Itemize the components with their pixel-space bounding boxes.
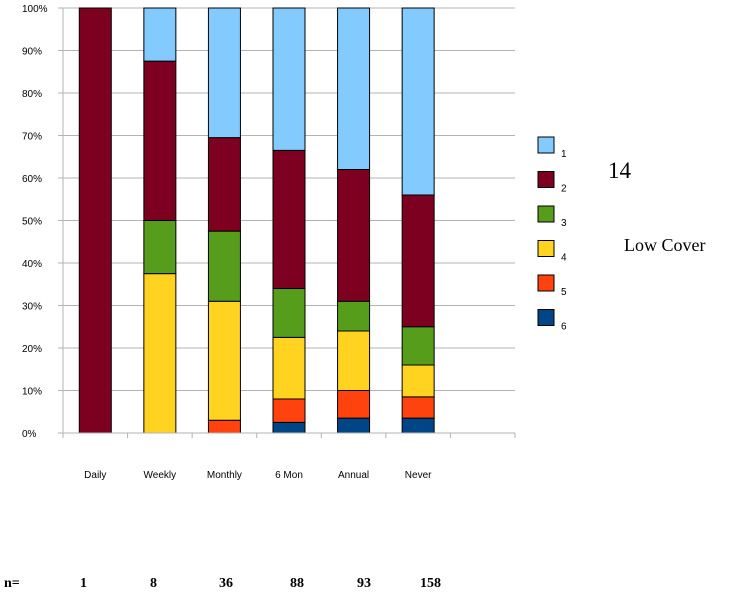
bar-segment bbox=[272, 398, 306, 423]
bar-segment bbox=[401, 417, 435, 434]
bar-segment bbox=[272, 336, 306, 400]
y-tick-label: 60% bbox=[22, 174, 42, 185]
side-label: Low Cover bbox=[624, 235, 706, 255]
x-tick-label: Weekly bbox=[144, 470, 177, 481]
x-tick-label: 6 Mon bbox=[275, 470, 303, 481]
y-tick-label: 100% bbox=[22, 4, 48, 15]
bar-segment bbox=[401, 364, 435, 398]
legend-swatch bbox=[537, 171, 555, 188]
bar-segment bbox=[401, 194, 435, 328]
y-tick-label: 30% bbox=[22, 302, 42, 313]
legend-swatch bbox=[537, 274, 555, 292]
bar-segment bbox=[337, 390, 371, 419]
x-tick-label: Monthly bbox=[207, 470, 242, 481]
bar-segment bbox=[272, 288, 306, 338]
bar-segment bbox=[78, 7, 112, 434]
n-value: 36 bbox=[219, 576, 233, 591]
y-tick-label: 10% bbox=[22, 387, 42, 398]
n-value: 1 bbox=[80, 576, 87, 591]
x-tick-label: Never bbox=[405, 470, 432, 481]
bar-segment bbox=[401, 7, 435, 196]
bar-segment bbox=[401, 326, 435, 366]
bar-segment bbox=[337, 300, 371, 332]
x-tick-label: Daily bbox=[84, 470, 106, 481]
legend-label: 5 bbox=[561, 287, 567, 298]
bar-segment bbox=[272, 421, 306, 434]
y-tick-label: 80% bbox=[22, 89, 42, 100]
y-tick-label: 90% bbox=[22, 47, 42, 58]
legend-swatch bbox=[537, 309, 555, 326]
bar-segment bbox=[207, 419, 241, 434]
bar-segment bbox=[337, 169, 371, 302]
y-tick-label: 40% bbox=[22, 259, 42, 270]
legend-swatch bbox=[537, 136, 555, 154]
n-value: 8 bbox=[150, 576, 157, 591]
bar-segment bbox=[143, 273, 177, 434]
n-label: n= bbox=[4, 576, 20, 591]
bar-segment bbox=[337, 7, 371, 170]
side-number: 14 bbox=[608, 158, 631, 183]
y-tick-label: 50% bbox=[22, 217, 42, 228]
n-value: 88 bbox=[290, 576, 304, 591]
bar-segment bbox=[207, 300, 241, 421]
n-value: 93 bbox=[357, 576, 371, 591]
y-tick-label: 70% bbox=[22, 132, 42, 143]
bar-segment bbox=[207, 230, 241, 302]
y-tick-label: 20% bbox=[22, 344, 42, 355]
legend-label: 4 bbox=[561, 253, 567, 264]
bar-segment bbox=[272, 7, 306, 151]
bar-segment bbox=[337, 330, 371, 391]
y-axis-ticks: 0% 10% 20% 30% 40% 50% 60% 70% 80% 90% 100% bbox=[22, 4, 48, 440]
n-row: n= 1 8 36 88 93 158 bbox=[0, 576, 748, 596]
bar-segment bbox=[143, 220, 177, 275]
legend-label: 2 bbox=[561, 184, 567, 195]
x-tick-label: Annual bbox=[338, 470, 369, 481]
legend-swatch bbox=[537, 205, 555, 223]
legend: 1 2 3 4 5 6 bbox=[537, 136, 567, 333]
legend-label: 1 bbox=[561, 149, 567, 160]
n-value: 158 bbox=[420, 576, 441, 591]
legend-label: 6 bbox=[561, 322, 567, 333]
bar-segment bbox=[401, 396, 435, 419]
bar-segment bbox=[207, 7, 241, 139]
bar-segment bbox=[207, 137, 241, 232]
x-axis-categories: Daily Weekly Monthly 6 Mon Annual Never bbox=[84, 470, 432, 481]
y-tick-label: 0% bbox=[22, 429, 37, 440]
legend-swatch bbox=[537, 240, 555, 257]
bar-segment bbox=[143, 60, 177, 221]
bars bbox=[78, 7, 435, 434]
axes bbox=[62, 8, 516, 438]
bar-segment bbox=[143, 7, 177, 62]
bar-segment bbox=[337, 417, 371, 434]
bar-segment bbox=[272, 149, 306, 289]
legend-label: 3 bbox=[561, 218, 567, 229]
